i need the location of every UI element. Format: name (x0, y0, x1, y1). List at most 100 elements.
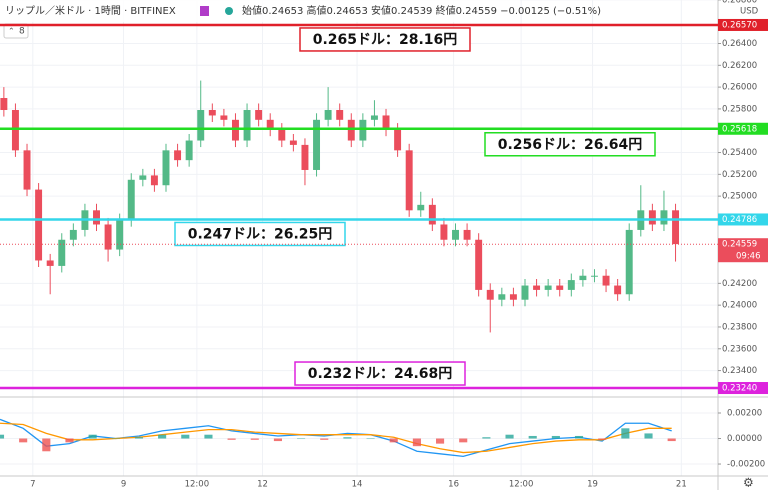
candle-body (579, 275, 587, 281)
level-price-label: 0.25618 (722, 124, 757, 134)
candle-body (602, 275, 610, 286)
candle-body (521, 285, 529, 300)
candle-body (544, 285, 552, 290)
histogram-bar (320, 438, 329, 440)
candle-body (463, 229, 471, 240)
annotation-text: 0.265ドル：28.16円 (313, 32, 458, 48)
histogram-bar (389, 438, 398, 443)
candle-body (289, 140, 297, 145)
candle-body (0, 98, 8, 111)
y-tick-label: 0.26000 (722, 83, 757, 93)
flag-icon[interactable] (200, 6, 209, 16)
annotation-text: 0.256ドル：26.64円 (498, 137, 643, 153)
histogram-bar (250, 438, 259, 440)
candle-body (208, 110, 216, 116)
histogram-bar (181, 434, 190, 439)
candle-body (185, 140, 193, 161)
candle-body (116, 220, 124, 250)
annotation-box (174, 221, 346, 247)
candle-body (255, 110, 263, 120)
candle-body (11, 110, 19, 151)
settings-icon[interactable]: ⚙ (743, 476, 754, 490)
histogram-bar (42, 438, 51, 452)
histogram-bar (551, 435, 560, 439)
level-price-label: 0.26570 (722, 20, 757, 30)
histogram-bar (343, 437, 352, 439)
candle-body (266, 119, 274, 130)
candle-body (58, 239, 66, 266)
histogram-bar (297, 438, 306, 440)
histogram-bar (19, 438, 28, 443)
annotation-box (484, 132, 656, 157)
annotation-text: 0.247ドル：26.25円 (188, 226, 333, 242)
histogram-bar (644, 433, 653, 439)
x-tick-label: 21 (676, 480, 687, 490)
candle-body (220, 115, 228, 120)
histogram-bar (459, 438, 468, 443)
candle-body (347, 119, 355, 141)
x-tick-label: 14 (352, 480, 363, 490)
y-tick-label: 0.00200 (727, 409, 762, 419)
x-tick-label: 9 (121, 480, 126, 490)
candle-body (46, 260, 54, 266)
candle-body (162, 150, 170, 186)
x-tick-label: 19 (587, 480, 598, 490)
candle-body (590, 275, 598, 277)
y-tick-label: 0.23800 (722, 322, 757, 332)
level-price-box (718, 122, 768, 135)
candle-body (127, 179, 135, 221)
y-tick-label: 0.25800 (722, 104, 757, 114)
candle-body (440, 224, 448, 240)
y-tick-label: 0.26400 (722, 39, 757, 49)
level-price-label: 0.23240 (722, 384, 757, 394)
histogram-bar (574, 435, 584, 439)
candle-body (278, 129, 286, 141)
candle-body (197, 110, 205, 141)
y-unit: USD (740, 7, 759, 17)
candle-body (475, 239, 483, 290)
y-tick-label: 0.25200 (722, 170, 757, 180)
countdown-label: 09:46 (736, 252, 761, 262)
x-tick-label: 16 (448, 480, 459, 490)
y-tick-label: 0.00000 (727, 434, 762, 444)
histogram-bar (273, 438, 282, 442)
candle-body (533, 285, 541, 290)
histogram-bar (598, 438, 607, 440)
candle-body (336, 110, 344, 120)
level-price-label: 0.24786 (722, 215, 757, 225)
y-tick-label: 0.23600 (722, 344, 757, 354)
y-tick-label: 0.26800 (722, 0, 757, 5)
candle-body (370, 115, 378, 120)
annotation-box (294, 361, 466, 386)
status-icon (225, 7, 233, 15)
annotation-box (299, 27, 471, 52)
x-tick-label: 7 (30, 480, 35, 490)
level-price-box (718, 18, 768, 31)
candle-body (139, 175, 147, 180)
histogram-bar (227, 438, 236, 440)
candle-body (243, 110, 251, 141)
histogram-bar (412, 438, 421, 447)
candle-body (486, 289, 494, 300)
y-tick-label: 0.24000 (722, 301, 757, 311)
level-price-box (718, 213, 768, 226)
candle-body (35, 189, 43, 261)
candle-body (625, 229, 633, 295)
histogram-bar (0, 434, 5, 439)
histogram-bar (621, 428, 630, 439)
candle-body (405, 150, 413, 211)
y-tick-label: 0.24200 (722, 279, 757, 289)
y-tick-label: -0.00200 (727, 460, 765, 470)
histogram-bar (667, 438, 676, 442)
candle-body (660, 210, 668, 225)
candle-body (359, 119, 367, 141)
histogram-bar (436, 438, 445, 444)
candle-body (174, 150, 182, 161)
y-tick-label: 0.23400 (722, 366, 757, 376)
toggle-arrow: ⌃ (8, 27, 15, 36)
histogram-bar (158, 434, 167, 439)
last-price-box (718, 238, 768, 263)
candle-body (452, 229, 459, 240)
x-tick-label: 12 (257, 480, 268, 490)
